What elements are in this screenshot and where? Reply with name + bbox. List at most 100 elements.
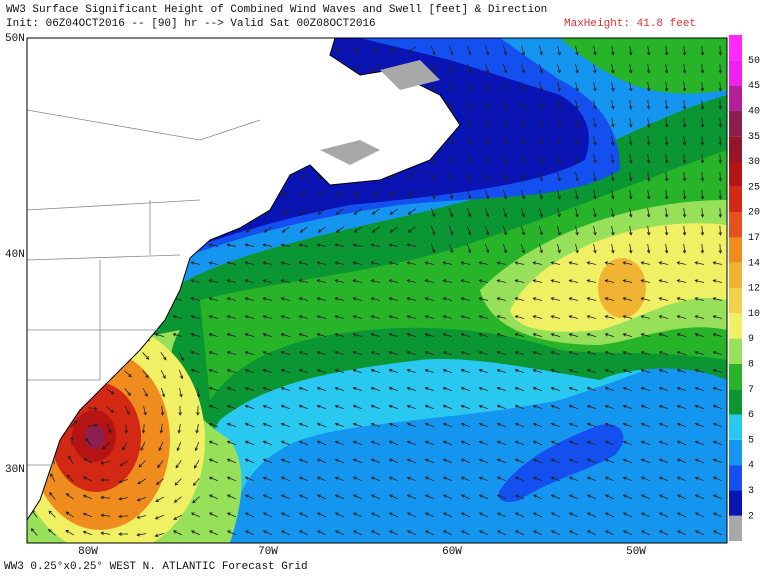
wind-arrow — [424, 297, 435, 301]
wind-arrow — [712, 494, 723, 500]
wind-arrow — [406, 243, 417, 247]
wind-arrow — [141, 423, 146, 434]
colorbar-label: 12 — [748, 284, 760, 295]
wind-arrow — [160, 369, 166, 379]
wind-arrow — [298, 512, 309, 518]
wind-arrow — [478, 279, 489, 283]
wind-arrow — [442, 512, 453, 518]
wind-arrow — [694, 404, 705, 410]
wind-arrow — [676, 530, 687, 536]
wind-arrow — [611, 243, 615, 254]
wind-arrow — [335, 208, 344, 215]
wind-arrow — [50, 473, 56, 483]
wind-arrow — [316, 333, 327, 337]
wind-arrow — [316, 386, 327, 392]
wind-arrow — [664, 243, 669, 254]
wind-arrow — [460, 404, 471, 410]
wind-arrow — [388, 386, 399, 392]
wind-arrow — [664, 135, 669, 146]
wind-arrow — [352, 494, 363, 500]
wind-arrow — [484, 207, 490, 218]
wind-arrow — [539, 117, 543, 128]
wind-arrow — [406, 458, 417, 464]
wind-arrow — [712, 279, 723, 283]
lat-label: 50N — [5, 33, 25, 45]
wind-arrow — [406, 315, 417, 319]
colorbar-label: 9 — [748, 334, 754, 345]
wind-arrow — [575, 81, 579, 92]
wind-arrow — [658, 386, 669, 392]
wind-arrow — [106, 388, 115, 395]
wind-arrow — [430, 81, 436, 92]
wind-arrow — [622, 261, 633, 265]
wind-arrow — [424, 350, 435, 355]
wind-arrow — [370, 333, 381, 337]
wind-arrow — [430, 45, 436, 56]
wind-arrow — [353, 208, 362, 215]
wind-arrow — [406, 530, 417, 536]
wind-arrow — [628, 63, 633, 74]
wind-arrow — [460, 368, 471, 374]
wind-arrow — [557, 171, 561, 182]
wind-arrow — [460, 476, 471, 482]
wind-arrow — [192, 496, 200, 504]
wind-arrow — [388, 494, 399, 500]
wind-arrow — [316, 530, 327, 536]
wind-arrow — [174, 478, 182, 486]
wind-arrow — [143, 405, 147, 416]
wind-arrow — [424, 386, 435, 392]
wind-arrow — [298, 530, 309, 536]
wind-arrow — [65, 530, 75, 536]
wind-arrow — [226, 422, 237, 428]
wind-arrow — [370, 279, 381, 283]
wind-arrow — [658, 261, 669, 265]
wind-arrow — [280, 243, 291, 247]
wind-arrow — [173, 514, 183, 520]
wind-arrow — [353, 190, 362, 197]
wind-arrow — [611, 153, 615, 164]
wind-arrow — [676, 386, 687, 392]
wind-arrow — [694, 494, 705, 500]
wind-arrow — [280, 350, 291, 355]
wind-arrow — [100, 478, 111, 482]
wind-arrow — [138, 460, 146, 468]
wind-arrow — [514, 368, 525, 374]
wind-arrow — [370, 530, 381, 536]
wind-arrow — [575, 189, 579, 200]
wind-arrow — [593, 189, 597, 200]
wind-arrow — [262, 368, 273, 374]
wind-arrow — [389, 46, 398, 53]
wind-arrow — [262, 404, 273, 410]
wind-arrow — [658, 404, 669, 410]
wind-arrow — [388, 279, 399, 283]
wind-arrow — [460, 512, 471, 518]
wind-arrow — [496, 512, 507, 518]
wind-arrow — [244, 261, 255, 265]
wind-arrow — [190, 297, 201, 301]
wind-arrow — [424, 476, 435, 482]
wind-arrow — [208, 261, 219, 265]
wind-arrow — [317, 208, 326, 215]
wind-arrow — [694, 530, 705, 536]
wind-arrow — [370, 440, 381, 446]
wind-arrow — [448, 243, 454, 254]
wind-arrow — [244, 476, 255, 482]
wind-arrow — [208, 476, 219, 482]
wind-arrow — [682, 63, 687, 74]
wind-arrow — [244, 333, 255, 337]
wind-arrow — [514, 386, 525, 392]
wind-arrow — [502, 153, 508, 164]
colorbar-box — [729, 35, 742, 61]
colorbar-label: 8 — [748, 360, 754, 371]
wind-arrow — [502, 135, 508, 146]
wind-arrow — [159, 423, 164, 434]
wind-arrow — [646, 171, 651, 182]
wind-arrow — [694, 261, 705, 265]
wind-arrow — [226, 368, 237, 374]
wind-arrow — [628, 153, 633, 164]
wind-arrow — [388, 458, 399, 464]
wind-arrow — [388, 512, 399, 518]
wind-arrow — [539, 135, 543, 146]
wind-arrow — [586, 404, 597, 410]
wind-arrow — [245, 226, 254, 233]
